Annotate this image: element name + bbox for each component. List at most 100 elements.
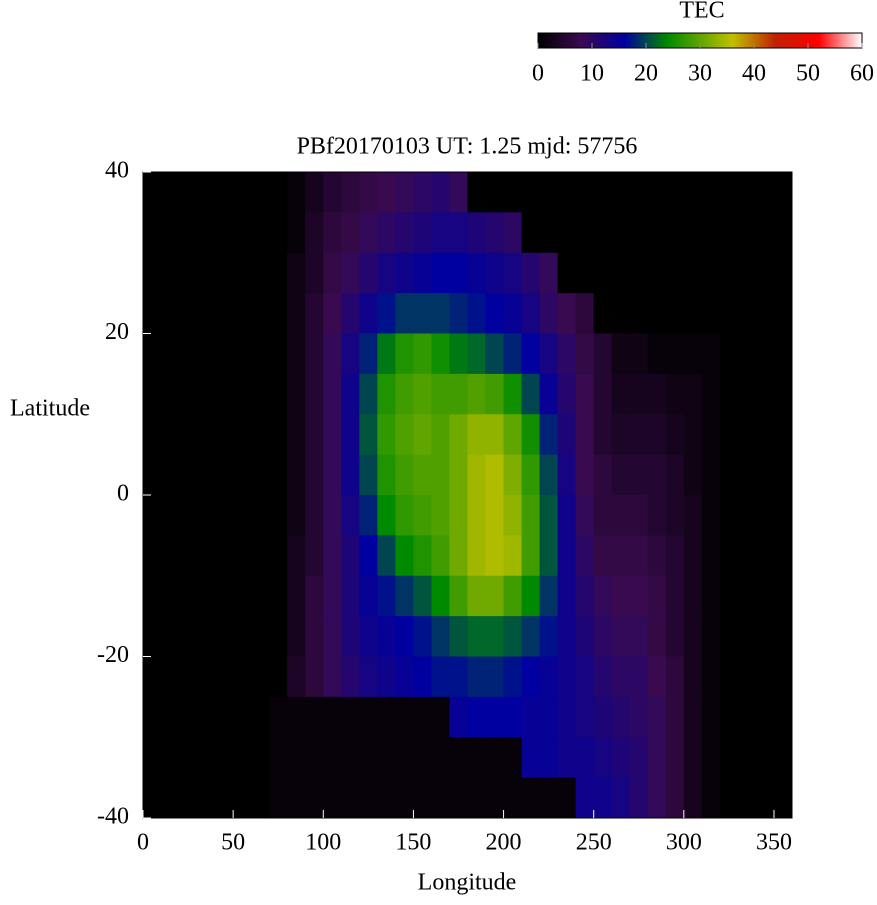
colorbar-strip xyxy=(773,33,775,48)
heatmap-cell xyxy=(647,777,667,819)
heatmap-cell xyxy=(143,696,162,738)
heatmap-cell xyxy=(701,535,721,577)
heatmap-cell xyxy=(557,414,577,456)
heatmap-cell xyxy=(305,333,324,375)
heatmap-cell xyxy=(395,616,414,657)
colorbar-strip xyxy=(576,33,578,48)
heatmap-cell xyxy=(287,656,306,698)
heatmap-cell xyxy=(521,737,541,779)
heatmap-cell xyxy=(287,696,306,738)
heatmap-cell xyxy=(341,777,360,819)
heatmap-cell xyxy=(557,373,577,415)
colorbar-strip xyxy=(804,33,806,48)
colorbar-strip xyxy=(717,33,719,48)
heatmap-cell xyxy=(593,333,613,375)
colorbar-strip xyxy=(726,33,728,48)
heatmap-cell xyxy=(305,777,324,819)
heatmap-cell xyxy=(395,414,414,456)
heatmap-cell xyxy=(395,535,414,577)
colorbar-strip xyxy=(538,33,540,48)
heatmap-cell xyxy=(251,252,270,294)
heatmap-cell xyxy=(665,172,685,213)
colorbar-strip xyxy=(807,33,809,48)
colorbar-strip xyxy=(725,33,727,48)
colorbar-strip xyxy=(839,33,841,48)
heatmap-cell xyxy=(683,333,703,375)
heatmap-cell xyxy=(629,414,649,456)
heatmap-cell xyxy=(485,737,505,779)
colorbar-strip xyxy=(549,33,551,48)
heatmap-cell xyxy=(233,212,252,254)
heatmap-cell xyxy=(305,172,324,213)
colorbar-strip xyxy=(781,33,783,48)
heatmap-cell xyxy=(701,293,721,334)
colorbar-strip xyxy=(689,33,691,48)
heatmap-cell xyxy=(467,212,487,254)
colorbar-strip xyxy=(843,33,845,48)
heatmap-cell xyxy=(467,616,487,657)
heatmap-cell xyxy=(683,737,703,779)
heatmap-cell xyxy=(431,656,450,698)
y-axis-label: Latitude xyxy=(10,396,90,422)
heatmap-cell xyxy=(197,737,216,779)
heatmap-cell xyxy=(179,696,198,738)
heatmap-cell xyxy=(215,252,234,294)
heatmap-cell xyxy=(611,212,631,254)
x-tick-label: 100 xyxy=(305,830,341,856)
colorbar-strip xyxy=(582,33,584,48)
colorbar-strip xyxy=(766,33,768,48)
heatmap-cell xyxy=(683,454,703,496)
heatmap-cell xyxy=(737,737,757,779)
heatmap-cell xyxy=(719,293,739,334)
colorbar-strip xyxy=(808,33,810,48)
heatmap-cell xyxy=(773,172,793,213)
heatmap-cell xyxy=(233,454,252,496)
colorbar-strip xyxy=(574,33,576,48)
colorbar-strip xyxy=(782,33,784,48)
heatmap-cell xyxy=(485,414,505,456)
heatmap-cell xyxy=(179,454,198,496)
heatmap-cell xyxy=(305,656,324,698)
colorbar-strip xyxy=(733,33,735,48)
colorbar-strip xyxy=(795,33,797,48)
colorbar-strip xyxy=(779,33,781,48)
colorbar-strip xyxy=(821,33,823,48)
colorbar-strip xyxy=(695,33,697,48)
heatmap-cell xyxy=(395,737,414,779)
colorbar-strip xyxy=(649,33,651,48)
colorbar-strip xyxy=(810,33,812,48)
colorbar-strip xyxy=(835,33,837,48)
heatmap-cell xyxy=(701,212,721,254)
heatmap-cell xyxy=(467,575,487,617)
colorbar-strip xyxy=(844,33,846,48)
heatmap-cell xyxy=(719,172,739,213)
heatmap-cell xyxy=(431,212,450,254)
heatmap-cell xyxy=(611,737,631,779)
colorbar-strip xyxy=(634,33,636,48)
heatmap-cell xyxy=(197,656,216,698)
colorbar-strip xyxy=(823,33,825,48)
heatmap-cell xyxy=(431,495,450,536)
colorbar-strip xyxy=(859,33,861,48)
heatmap-cell xyxy=(503,172,523,213)
heatmap-cell xyxy=(413,616,432,657)
heatmap-cell xyxy=(197,777,216,819)
colorbar-strip xyxy=(593,33,595,48)
colorbar-strip xyxy=(822,33,824,48)
colorbar-strip xyxy=(594,33,596,48)
colorbar-strip xyxy=(841,33,843,48)
colorbar-strip xyxy=(700,33,702,48)
heatmap-cell xyxy=(665,656,685,698)
heatmap-cell xyxy=(395,293,414,334)
heatmap-cell xyxy=(449,777,468,819)
heatmap-cell xyxy=(269,656,288,698)
heatmap-cell xyxy=(305,737,324,779)
colorbar-strip xyxy=(660,33,662,48)
colorbar-strip xyxy=(682,33,684,48)
heatmap-cell xyxy=(647,454,667,496)
colorbar-strip xyxy=(851,33,853,48)
heatmap-cell xyxy=(269,535,288,577)
heatmap-cell xyxy=(647,737,667,779)
heatmap-cell xyxy=(773,373,793,415)
heatmap-cell xyxy=(413,737,432,779)
